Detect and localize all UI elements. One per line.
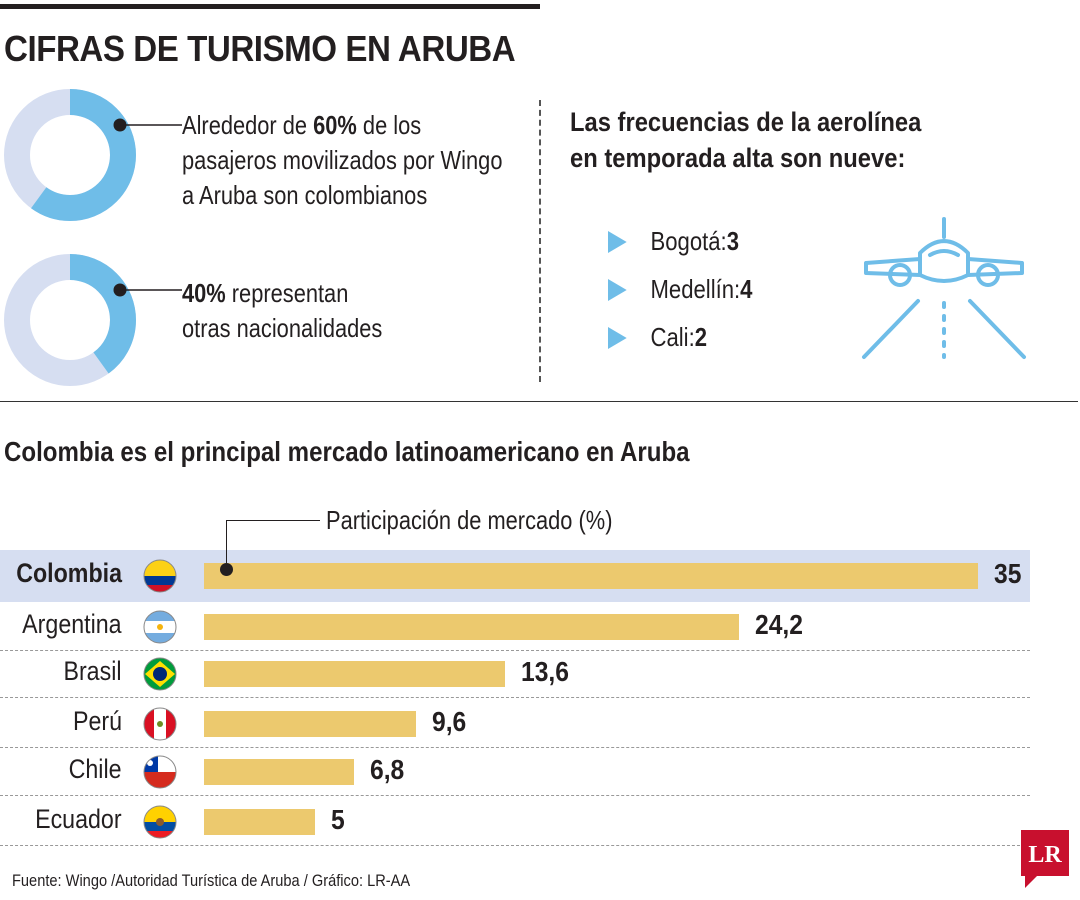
legend-label: Participación de mercado (%) [326, 505, 613, 535]
page-title: CIFRAS DE TURISMO EN ARUBA [4, 28, 516, 69]
bar-argentina [204, 614, 740, 640]
peru-flag-icon [143, 707, 177, 741]
vertical-divider [539, 100, 541, 382]
value-label: 5 [330, 804, 345, 835]
donut-text-40: 40% representan otras nacionalidades [182, 278, 383, 343]
source-note: Fuente: Wingo /Autoridad Turística de Ar… [12, 871, 411, 890]
bar-row-argentina: Argentina 24,2 [0, 603, 1030, 651]
svg-text:LR: LR [1028, 842, 1062, 868]
triangle-bullet-icon [608, 230, 627, 253]
bar-colombia [204, 563, 978, 589]
category-label: Colombia [16, 558, 122, 588]
value-label: 24,2 [755, 609, 804, 640]
bar-chile [204, 759, 355, 785]
frequencies-title: Las frecuencias de la aerolínea en tempo… [570, 107, 922, 173]
frequency-item-cali: Cali: 2 [608, 322, 707, 353]
category-label: Ecuador [35, 804, 122, 834]
legend-pointer-dot [220, 563, 233, 576]
colombia-flag-icon [143, 559, 177, 593]
donut-chart-60 [4, 89, 136, 221]
bar-row-ecuador: Ecuador 5 [0, 798, 1030, 846]
bar-brasil [204, 661, 505, 687]
frequency-item-medellin: Medellín: 4 [608, 274, 752, 305]
category-label: Argentina [22, 609, 122, 639]
bar-row-colombia: Colombia 35 [0, 552, 1030, 600]
argentina-flag-icon [143, 610, 177, 644]
lr-logo: LR [1021, 830, 1069, 888]
category-label: Chile [69, 754, 122, 784]
chile-flag-icon [143, 755, 177, 789]
value-label: 9,6 [432, 706, 467, 737]
triangle-bullet-icon [608, 326, 627, 349]
ecuador-flag-icon [143, 805, 177, 839]
donut-pointer [113, 283, 182, 297]
legend-line [226, 520, 227, 568]
bar-ecuador [204, 809, 315, 835]
frequency-item-bogota: Bogotá: 3 [608, 226, 739, 257]
bar-row-peru: Perú 9,6 [0, 700, 1030, 748]
chart-title: Colombia es el principal mercado latinoa… [4, 436, 690, 467]
donut-text-60: Alrededor de 60% de los pasajeros movili… [182, 110, 503, 210]
value-label: 35 [994, 558, 1022, 589]
bar-row-brasil: Brasil 13,6 [0, 650, 1030, 698]
brazil-flag-icon [143, 657, 177, 691]
donut-chart-40 [4, 254, 136, 386]
category-label: Brasil [63, 656, 122, 686]
bar-row-chile: Chile 6,8 [0, 748, 1030, 796]
legend-line [226, 520, 320, 521]
value-label: 6,8 [370, 754, 405, 785]
top-rule [0, 4, 540, 9]
section-divider [0, 401, 1078, 402]
bar-peru [204, 711, 417, 737]
triangle-bullet-icon [608, 278, 627, 301]
value-label: 13,6 [520, 656, 569, 687]
category-label: Perú [72, 706, 122, 736]
airplane-icon [862, 217, 1026, 359]
donut-pointer [113, 118, 182, 132]
